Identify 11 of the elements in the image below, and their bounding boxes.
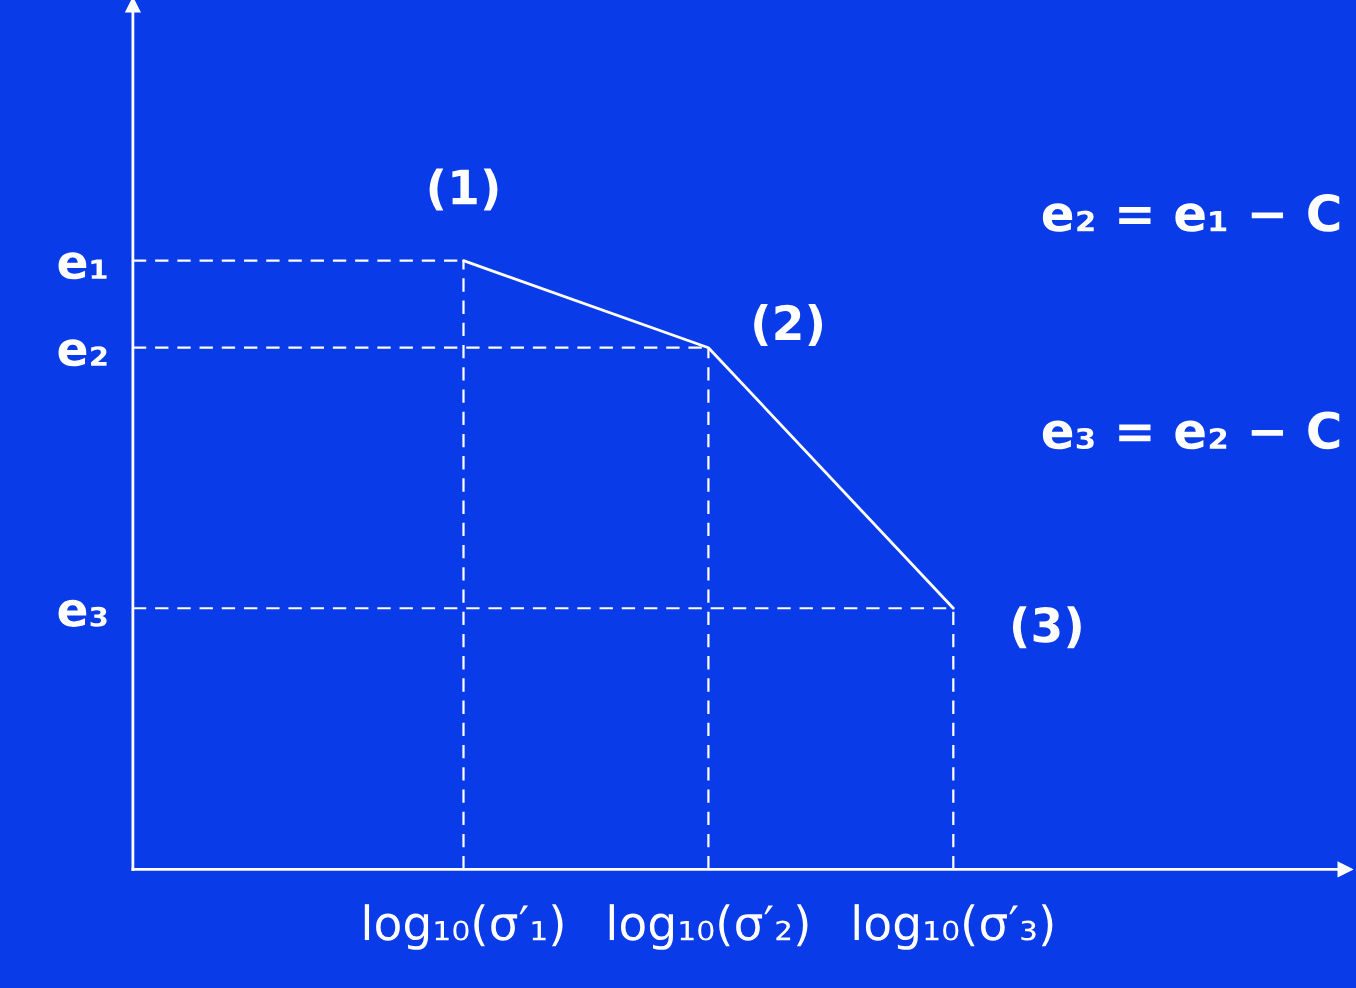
x-tick-label: log₁₀(σ′₁) — [364, 904, 563, 950]
annotation: (2) — [754, 304, 823, 347]
ref-line-label: e₁ — [58, 252, 107, 280]
x-tick-label: log₁₀(σ′₃) — [854, 904, 1053, 950]
ref-line-label: e₂ — [58, 339, 107, 367]
annotation: (3) — [1012, 606, 1081, 649]
annotation: (1) — [429, 168, 498, 211]
annotation: e₃ = e₂ − C — [1042, 411, 1340, 450]
x-tick-label: log₁₀(σ′₂) — [609, 904, 808, 950]
ref-line-label: e₃ — [58, 599, 107, 627]
text: e₂ = e₁ − C — [1042, 194, 1340, 232]
